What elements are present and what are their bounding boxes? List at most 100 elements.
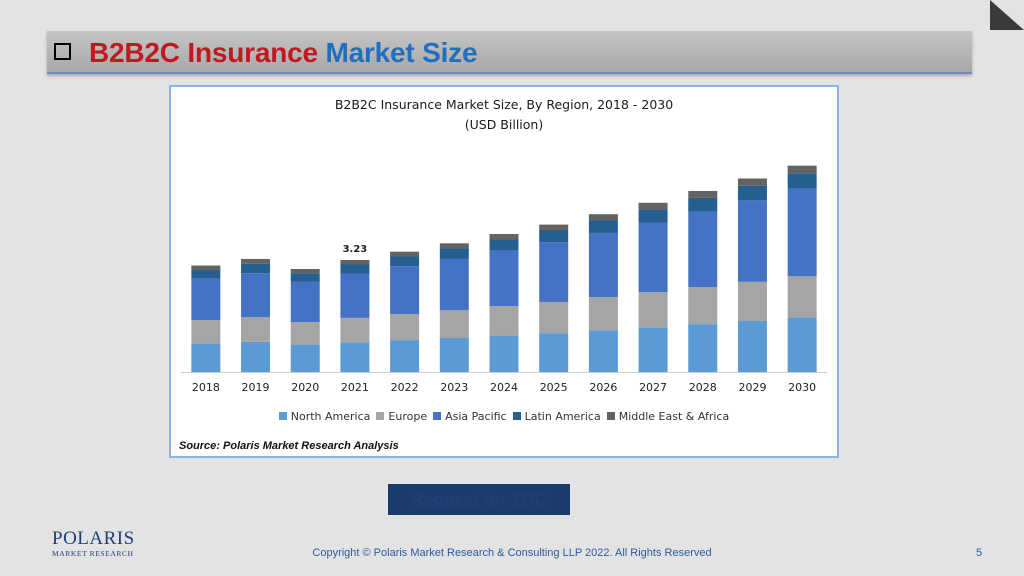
x-tick-label: 2022 — [391, 381, 419, 394]
logo-subtitle: MARKET RESEARCH — [52, 549, 134, 558]
x-tick-label: 2021 — [341, 381, 369, 394]
bar-segment — [241, 263, 271, 274]
x-tick-label: 2026 — [589, 381, 617, 394]
legend-swatch — [278, 412, 287, 420]
bar-segment — [737, 200, 767, 282]
bar-segment — [390, 266, 420, 315]
bar-segment — [638, 327, 668, 372]
legend-label: Latin America — [524, 410, 601, 423]
data-label: 3.23 — [343, 244, 368, 255]
chart-plot: 2018 2019 2020 2021 3.23 2022 2023 2024 2025 2026… — [181, 165, 827, 394]
bar-segment — [588, 232, 618, 298]
bar-segment — [390, 256, 420, 267]
chart-legend: North America Europe Asia Pacific Latin Ame… — [171, 410, 837, 423]
legend-swatch — [606, 412, 615, 420]
x-tick-label: 2029 — [738, 381, 766, 394]
bar-segment — [737, 281, 767, 322]
bar-segment — [390, 314, 420, 341]
legend-item: Latin America — [512, 410, 601, 423]
bar-segment — [588, 220, 618, 233]
logo-name: POLARIS — [52, 528, 135, 549]
legend-label: Middle East & Africa — [618, 410, 730, 423]
bar-segment — [539, 242, 569, 302]
legend-swatch — [512, 412, 521, 420]
legend-swatch — [433, 412, 442, 420]
x-tick-label: 2030 — [788, 381, 816, 394]
bar-segment — [539, 333, 569, 372]
bar-segment — [290, 344, 320, 372]
copyright-text: Copyright © Polaris Market Research & Co… — [312, 547, 712, 559]
x-tick-label: 2027 — [639, 381, 667, 394]
bar-segment — [588, 330, 618, 372]
bar-segment — [737, 321, 767, 372]
bar-segment — [241, 341, 271, 372]
legend-label: Europe — [388, 410, 428, 423]
title-bar: B2B2C Insurance Market Size — [47, 31, 972, 74]
bar-segment — [340, 317, 370, 343]
bar-segment — [539, 224, 569, 231]
bar-segment — [191, 343, 221, 372]
bar-segment — [787, 173, 817, 189]
bar-segment — [340, 259, 370, 265]
bar-segment — [737, 178, 767, 186]
bar-segment — [241, 273, 271, 318]
bar-segment — [191, 270, 221, 279]
x-tick-label: 2028 — [689, 381, 717, 394]
corner-triangle-icon — [990, 0, 1024, 30]
bar-segment — [290, 281, 320, 323]
checkbox-bullet-icon — [54, 43, 71, 60]
bar-segment — [191, 319, 221, 344]
bar-segment — [539, 230, 569, 243]
bar-segment — [688, 190, 718, 198]
bar-segment — [588, 214, 618, 221]
legend-label: North America — [290, 410, 371, 423]
chart-title: B2B2C Insurance Market Size, By Region, … — [334, 97, 674, 112]
page-number: 5 — [976, 547, 983, 559]
chart-container: B2B2C Insurance Market Size, By Region, … — [169, 85, 839, 458]
legend-swatch — [376, 412, 385, 420]
bar-segment — [638, 222, 668, 293]
bar-segment — [787, 165, 817, 174]
x-tick-label: 2024 — [490, 381, 518, 394]
bar-segment — [787, 317, 817, 372]
page-title: B2B2C Insurance Market Size — [89, 37, 478, 69]
bar-segment — [638, 292, 668, 328]
bar-segment — [439, 310, 469, 339]
bar-segment — [688, 324, 718, 372]
bar-segment — [489, 250, 519, 307]
legend-item: Middle East & Africa — [606, 410, 730, 423]
bar-segment — [688, 197, 718, 212]
bar-segment — [290, 269, 320, 274]
bar-segment — [439, 258, 469, 311]
bar-segment — [787, 276, 817, 318]
page-title-part2: Market Size — [325, 37, 478, 68]
bar-segment — [439, 338, 469, 372]
bar-segment — [191, 278, 221, 320]
bar-segment — [290, 273, 320, 282]
chart-subtitle: (USD Billion) — [464, 117, 544, 132]
polaris-logo: POLARIS MARKET RESEARCH — [52, 529, 135, 559]
x-tick-label: 2020 — [291, 381, 319, 394]
bar-segment — [340, 342, 370, 372]
page-title-part1: B2B2C Insurance — [89, 37, 318, 68]
x-tick-label: 2019 — [242, 381, 270, 394]
bar-segment — [241, 317, 271, 342]
bar-segment — [439, 248, 469, 259]
x-tick-label: 2018 — [192, 381, 220, 394]
x-tick-label: 2023 — [440, 381, 468, 394]
legend-item: North America — [278, 410, 371, 423]
bar-segment — [241, 258, 271, 264]
bar-segment — [489, 239, 519, 251]
bar-segment — [340, 264, 370, 274]
bar-segment — [439, 243, 469, 249]
legend-item: Europe — [376, 410, 427, 423]
bar-segment — [340, 273, 370, 318]
bar-segment — [390, 251, 420, 257]
request-toc-button[interactable]: Request for TOC — [388, 484, 570, 515]
bar-segment — [688, 211, 718, 288]
x-tick-label: 2025 — [540, 381, 568, 394]
legend-item: Asia Pacific — [433, 410, 507, 423]
bar-segment — [539, 301, 569, 334]
bar-segment — [737, 185, 767, 201]
bar-segment — [688, 287, 718, 325]
